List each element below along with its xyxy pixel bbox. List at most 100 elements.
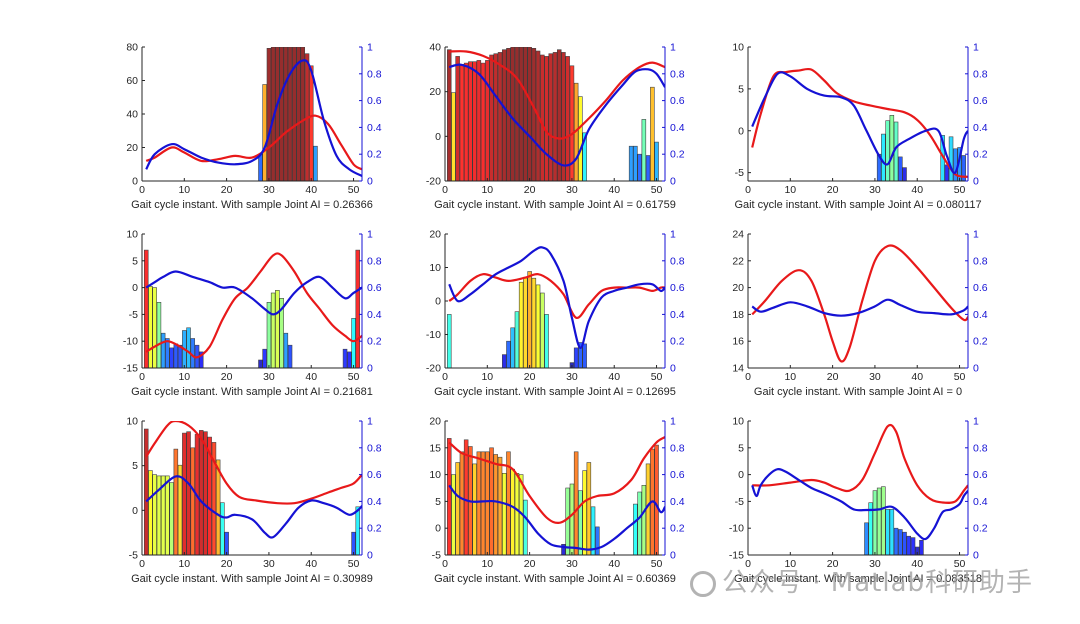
y2-tick-label: 0.4 — [973, 122, 988, 134]
y2-tick-label: 0.8 — [367, 68, 382, 80]
y2-tick-label: 1 — [670, 42, 676, 54]
x-tick-label: 10 — [481, 371, 493, 383]
bar-series — [446, 271, 587, 368]
y-tick-label: 10 — [126, 416, 138, 428]
x-tick-label: 40 — [305, 371, 317, 383]
x-axis-label: Gait cycle instant. With sample Joint AI… — [434, 199, 676, 211]
bar — [540, 292, 545, 368]
bar — [573, 347, 579, 368]
bar — [177, 344, 183, 368]
x-tick-label: 50 — [651, 371, 663, 383]
red-line-series — [448, 273, 665, 319]
y-tick-label: 16 — [732, 336, 744, 348]
bar — [881, 133, 886, 181]
y-tick-label: 5 — [435, 496, 441, 508]
y2-tick-label: 0.2 — [367, 523, 382, 535]
bar — [459, 451, 465, 555]
bar — [300, 47, 305, 181]
y2-tick-label: 0 — [973, 176, 979, 188]
bar — [270, 292, 276, 368]
x-tick-label: 10 — [178, 558, 190, 570]
bar — [342, 348, 348, 368]
bar — [152, 474, 157, 555]
y-tick-label: 20 — [126, 142, 138, 154]
x-tick-label: 20 — [221, 558, 233, 570]
bar — [876, 487, 882, 555]
x-tick-label: 20 — [827, 184, 839, 196]
y-tick-label: -5 — [735, 496, 744, 508]
y-tick-label: 0 — [738, 125, 744, 137]
y2-tick-label: 0 — [973, 550, 979, 562]
y-tick-label: 0 — [132, 505, 138, 517]
bar-series — [446, 438, 659, 555]
y2-tick-label: 0.8 — [973, 68, 988, 80]
y2-tick-label: 0.6 — [367, 469, 382, 481]
y2-tick-label: 1 — [367, 416, 373, 428]
y2-tick-label: 0 — [367, 550, 373, 562]
y2-tick-label: 1 — [670, 229, 676, 241]
y-tick-label: -5 — [735, 167, 744, 179]
y2-tick-label: 0.6 — [973, 282, 988, 294]
y2-tick-label: 0.6 — [367, 95, 382, 107]
bar — [885, 120, 890, 181]
y2-tick-label: 0.2 — [670, 149, 685, 161]
bar — [948, 136, 954, 181]
subplot-8: 0 10 20 30 40 50-50510152000.20.40.60.81Gait … — [429, 416, 684, 586]
y-tick-label: 40 — [429, 42, 441, 54]
y-tick-label: -5 — [129, 309, 138, 321]
y2-tick-label: 1 — [973, 42, 979, 54]
y2-tick-label: 0.8 — [670, 68, 685, 80]
bar — [355, 506, 360, 555]
red-line-series — [449, 50, 665, 140]
y2-tick-label: 0.6 — [367, 282, 382, 294]
x-axis-label: Gait cycle instant. With sample Joint AI… — [434, 386, 676, 398]
y2-tick-label: 0.4 — [973, 309, 988, 321]
y-tick-label: -5 — [129, 550, 138, 562]
bar — [451, 92, 456, 181]
x-tick-label: 30 — [263, 558, 275, 570]
y-tick-label: 5 — [132, 255, 138, 267]
y2-tick-label: 0.6 — [973, 95, 988, 107]
bar — [160, 332, 166, 368]
bar — [906, 535, 911, 555]
y-tick-label: 0 — [435, 523, 441, 535]
blue-line-series — [145, 270, 362, 316]
x-axis-label: Gait cycle instant. With sample Joint AI… — [734, 199, 981, 211]
bar — [868, 502, 873, 555]
y2-tick-label: 0 — [670, 176, 676, 188]
bar — [514, 311, 520, 368]
x-tick-label: 10 — [481, 184, 493, 196]
subplot-5: 0 10 20 30 40 50 -20 -10 0 10 20 0 0.2 0.4 0.6 0.8 1 Gait… — [426, 229, 685, 399]
bar — [506, 340, 511, 368]
y-tick-label: 5 — [132, 460, 138, 472]
x-tick-label: 50 — [954, 184, 966, 196]
bar — [872, 490, 878, 555]
bar — [480, 62, 486, 181]
y-tick-label: 80 — [126, 42, 138, 54]
y2-tick-label: 0.6 — [973, 469, 988, 481]
bar — [165, 475, 170, 555]
y-tick-label: -10 — [123, 336, 138, 348]
y-tick-label: -15 — [123, 363, 138, 375]
x-tick-label: 20 — [827, 371, 839, 383]
y2-tick-label: 0.2 — [973, 523, 988, 535]
y2-tick-label: 0.8 — [367, 442, 382, 454]
x-axis-label: Gait cycle instant. With sample Joint AI… — [734, 573, 982, 585]
y-tick-label: 20 — [429, 416, 441, 428]
y-tick-label: 10 — [732, 42, 744, 54]
x-tick-label: 40 — [608, 371, 620, 383]
bar — [347, 351, 352, 368]
bar — [637, 153, 642, 181]
bar — [173, 343, 179, 368]
red-line-series — [145, 421, 362, 505]
bar — [262, 348, 267, 368]
bar — [645, 463, 651, 555]
x-tick-label: 0 — [745, 371, 751, 383]
y2-tick-label: 0.2 — [973, 149, 988, 161]
bar — [476, 451, 482, 555]
y2-tick-label: 0.4 — [367, 122, 382, 134]
x-tick-label: 50 — [954, 371, 966, 383]
bar — [561, 52, 566, 181]
bar — [190, 447, 196, 555]
